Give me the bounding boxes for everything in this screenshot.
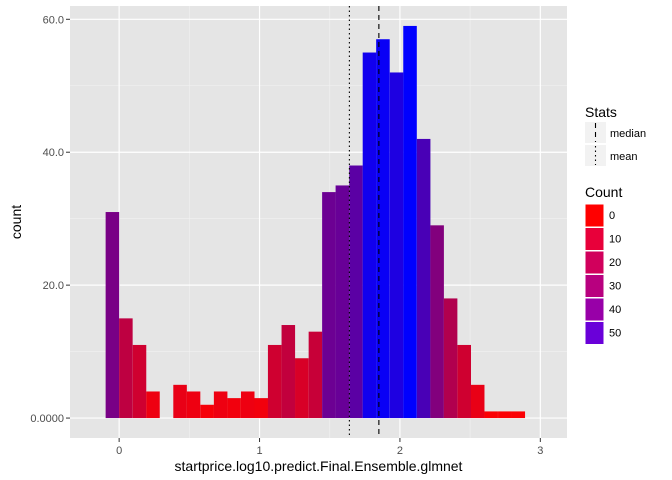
histogram-bar	[403, 25, 417, 419]
histogram-bar	[281, 325, 296, 419]
histogram-bar	[430, 225, 444, 419]
histogram-bar	[254, 398, 268, 419]
legend: Stats median mean Count 0 10 20 30 40 50	[584, 104, 646, 345]
legend-count-label: 50	[609, 328, 621, 340]
legend-color-swatch	[584, 274, 605, 298]
histogram-bar	[416, 138, 431, 419]
histogram-bar	[132, 344, 147, 419]
stat-lines	[348, 6, 380, 438]
y-tick-label: 20.0	[43, 280, 64, 292]
histogram-bar	[349, 165, 363, 419]
x-tick-label: 0	[116, 445, 122, 457]
histogram-bar	[295, 358, 309, 419]
histogram-bar	[105, 212, 120, 419]
legend-color-swatch	[584, 297, 605, 322]
legend-label-median: median	[610, 128, 646, 140]
histogram-bar	[498, 411, 512, 419]
y-tick-label: 0.0000	[30, 413, 64, 425]
legend-count-label: 20	[609, 257, 621, 269]
y-axis: 0.0000 20.0 40.0 60.0	[30, 14, 70, 425]
legend-stats-items: median mean	[585, 122, 646, 166]
legend-count-items: 0 10 20 30 40 50	[584, 203, 621, 345]
histogram-bar	[335, 185, 350, 419]
histogram-bar	[484, 411, 498, 419]
histogram-bar	[213, 391, 228, 419]
legend-count-label: 30	[609, 281, 621, 293]
x-tick-label: 3	[537, 445, 543, 457]
legend-label-mean: mean	[610, 151, 638, 163]
y-axis-title: count	[8, 205, 24, 239]
histogram-bar	[119, 318, 133, 419]
legend-count-label: 40	[609, 304, 621, 316]
histogram-bar	[240, 391, 255, 419]
histogram-bar	[362, 52, 377, 419]
histogram-bar	[173, 384, 187, 419]
histogram-bar	[389, 72, 404, 419]
legend-color-swatch	[584, 250, 605, 275]
histogram-bar	[186, 391, 201, 419]
x-axis-title: startprice.log10.predict.Final.Ensemble.…	[175, 458, 463, 474]
x-tick-label: 2	[397, 445, 403, 457]
legend-color-swatch	[584, 227, 605, 251]
histogram-bar	[146, 391, 160, 419]
histogram-bar	[457, 344, 471, 419]
legend-count-title: Count	[585, 184, 622, 200]
legend-count-label: 10	[609, 234, 621, 246]
legend-color-swatch	[584, 203, 605, 228]
histogram-bar	[376, 39, 390, 419]
legend-count-label: 0	[609, 210, 615, 222]
histogram-bar	[227, 398, 241, 419]
bars	[105, 25, 526, 419]
histogram-bar	[267, 344, 282, 419]
x-axis: 0 1 2 3	[116, 438, 543, 457]
x-tick-label: 1	[256, 445, 262, 457]
legend-color-swatch	[584, 321, 605, 345]
legend-stats-title: Stats	[585, 104, 617, 120]
histogram-bar	[511, 411, 526, 419]
histogram-bar	[443, 298, 458, 419]
histogram-bar	[308, 331, 323, 419]
histogram-bar	[322, 192, 336, 419]
histogram-bar	[200, 404, 214, 419]
histogram-bar	[470, 384, 485, 419]
y-tick-label: 40.0	[43, 147, 64, 159]
y-tick-label: 60.0	[43, 14, 64, 26]
